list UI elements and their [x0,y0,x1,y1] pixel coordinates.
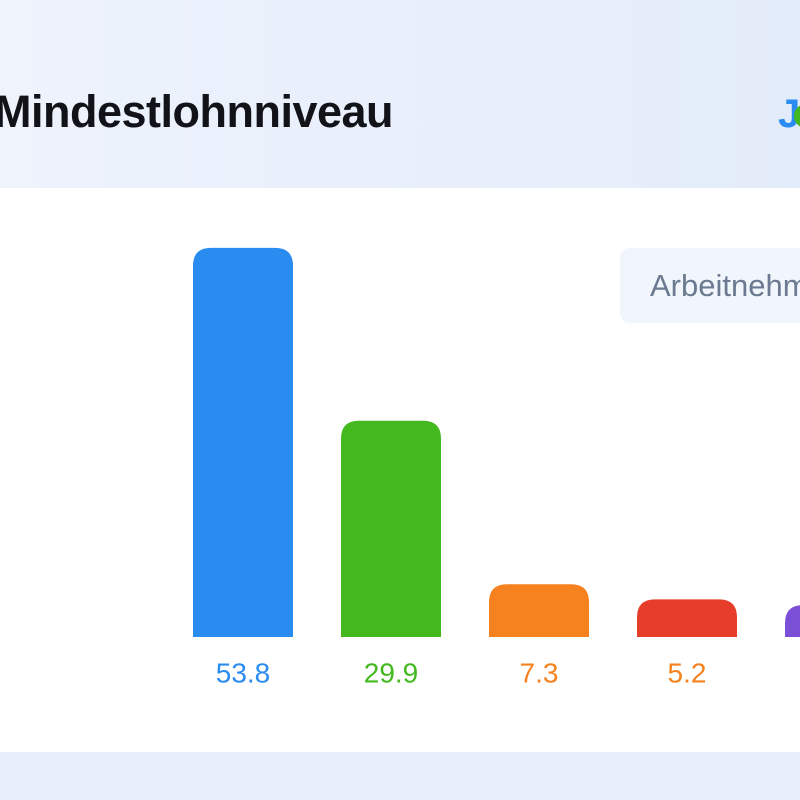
legend-label: Arbeitnehm [650,268,800,303]
logo: J [778,92,800,136]
legend: Arbeitnehm [620,248,800,323]
chart-title: Mindestlohnniveau [0,86,394,137]
footer [0,752,800,800]
bar [489,584,589,637]
bar [637,599,737,637]
value-label: 29.9 [364,657,419,688]
header: Mindestlohnniveau J [0,0,800,188]
bar [193,247,293,637]
bar [341,420,441,637]
value-label: 7.3 [520,657,559,688]
bar [785,605,800,637]
value-label: 53.8 [216,657,271,688]
value-label: 5.2 [668,657,707,688]
logo-dot [794,104,800,128]
